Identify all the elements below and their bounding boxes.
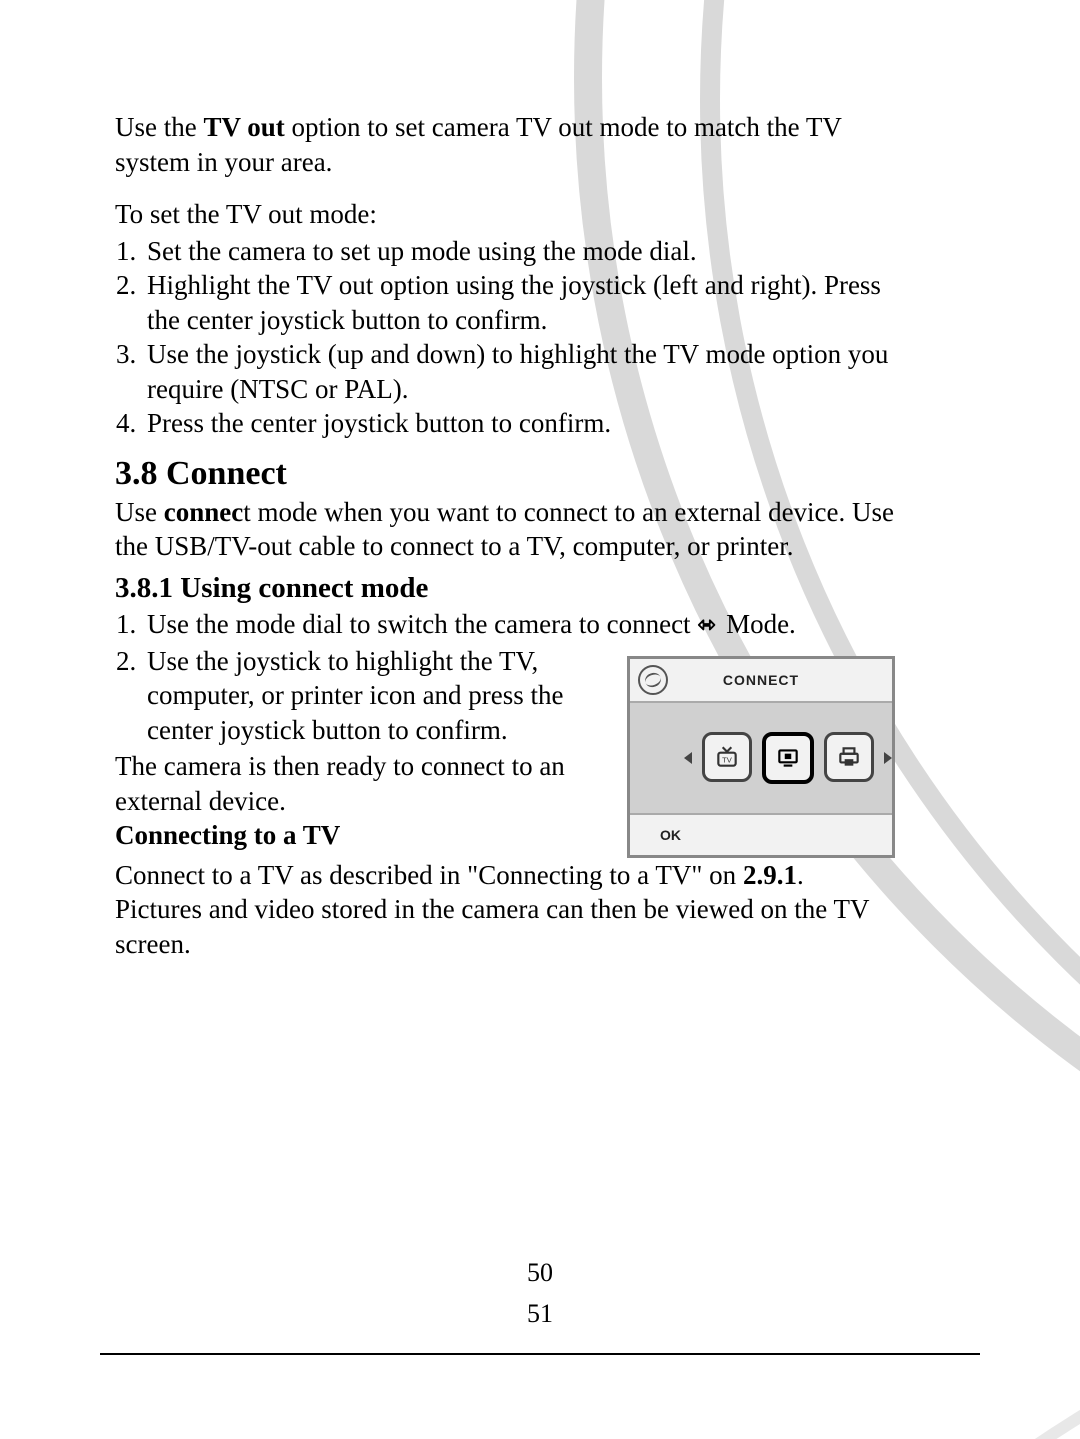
using-steps-cont: Use the joystick to highlight the TV, co… [115,644,613,748]
intro-bold: TV out [203,112,284,142]
page-footer-rule [100,1353,980,1355]
section-connect-paragraph: Use connect mode when you want to connec… [115,495,895,564]
nav-right-icon [884,752,892,764]
using-step-2: Use the joystick to highlight the TV, co… [143,644,613,748]
using-ready-text: The camera is then ready to connect to a… [115,749,613,818]
page-number-second: 51 [0,1293,1080,1335]
page-number-first: 50 [0,1252,1080,1294]
lcd-ok-label: OK [660,827,681,843]
page-numbers: 50 51 [0,1252,1080,1335]
lcd-frame: CONNECT TV [627,656,895,858]
section-connect-heading: 3.8 Connect [115,455,895,493]
tvout-step-1: Set the camera to set up mode using the … [143,234,895,269]
intro-text-before: Use the [115,112,203,142]
lcd-bottom-bar: OK [630,813,892,855]
nav-left-icon [630,752,692,764]
connect-bold: connec [164,497,243,527]
connecting-tv-subhead: Connecting to a TV [115,818,613,853]
camera-lcd-screenshot: CONNECT TV [627,656,895,858]
step-text: Highlight the TV out option using the jo… [147,268,895,337]
page: Use the TV out option to set camera TV o… [0,0,1080,1439]
using-steps: Use the mode dial to switch the camera t… [115,607,895,644]
lcd-title: CONNECT [723,672,799,688]
step-text: Press the center joystick button to conf… [147,406,895,441]
using-step-1: Use the mode dial to switch the camera t… [143,607,895,644]
section-using-heading: 3.8.1 Using connect mode [115,572,895,605]
computer-icon [762,732,814,784]
lcd-body: TV [630,703,892,813]
printer-icon [824,732,874,782]
connecting-tv-paragraph: Connect to a TV as described in "Connect… [115,858,895,962]
connect-text-before: Use [115,497,164,527]
tvout-step-3: Use the joystick (up and down) to highli… [143,337,895,406]
connect-mode-icon [697,609,719,644]
lcd-icon-row: TV [702,732,874,784]
using-step-1-text-b: Mode. [726,609,796,639]
step2-and-screenshot-row: Use the joystick to highlight the TV, co… [115,644,895,858]
tv-icon: TV [702,732,752,782]
connecting-tv-text-a: Connect to a TV as described in "Connect… [115,860,743,890]
step-text: Set the camera to set up mode using the … [147,234,895,269]
step-text: Use the mode dial to switch the camera t… [147,607,895,644]
tvout-steps: Set the camera to set up mode using the … [115,234,895,441]
lcd-top-bar: CONNECT [630,659,892,703]
globe-icon [638,665,668,695]
tvout-step-2: Highlight the TV out option using the jo… [143,268,895,337]
tvout-lead: To set the TV out mode: [115,197,895,232]
using-step-1-text-a: Use the mode dial to switch the camera t… [147,609,697,639]
step-text: Use the joystick (up and down) to highli… [147,337,895,406]
tvout-step-4: Press the center joystick button to conf… [143,406,895,441]
intro-paragraph: Use the TV out option to set camera TV o… [115,110,895,179]
connecting-tv-bold: 2.9.1 [743,860,797,890]
step-text: Use the joystick to highlight the TV, co… [147,644,613,748]
svg-text:TV: TV [722,755,733,764]
